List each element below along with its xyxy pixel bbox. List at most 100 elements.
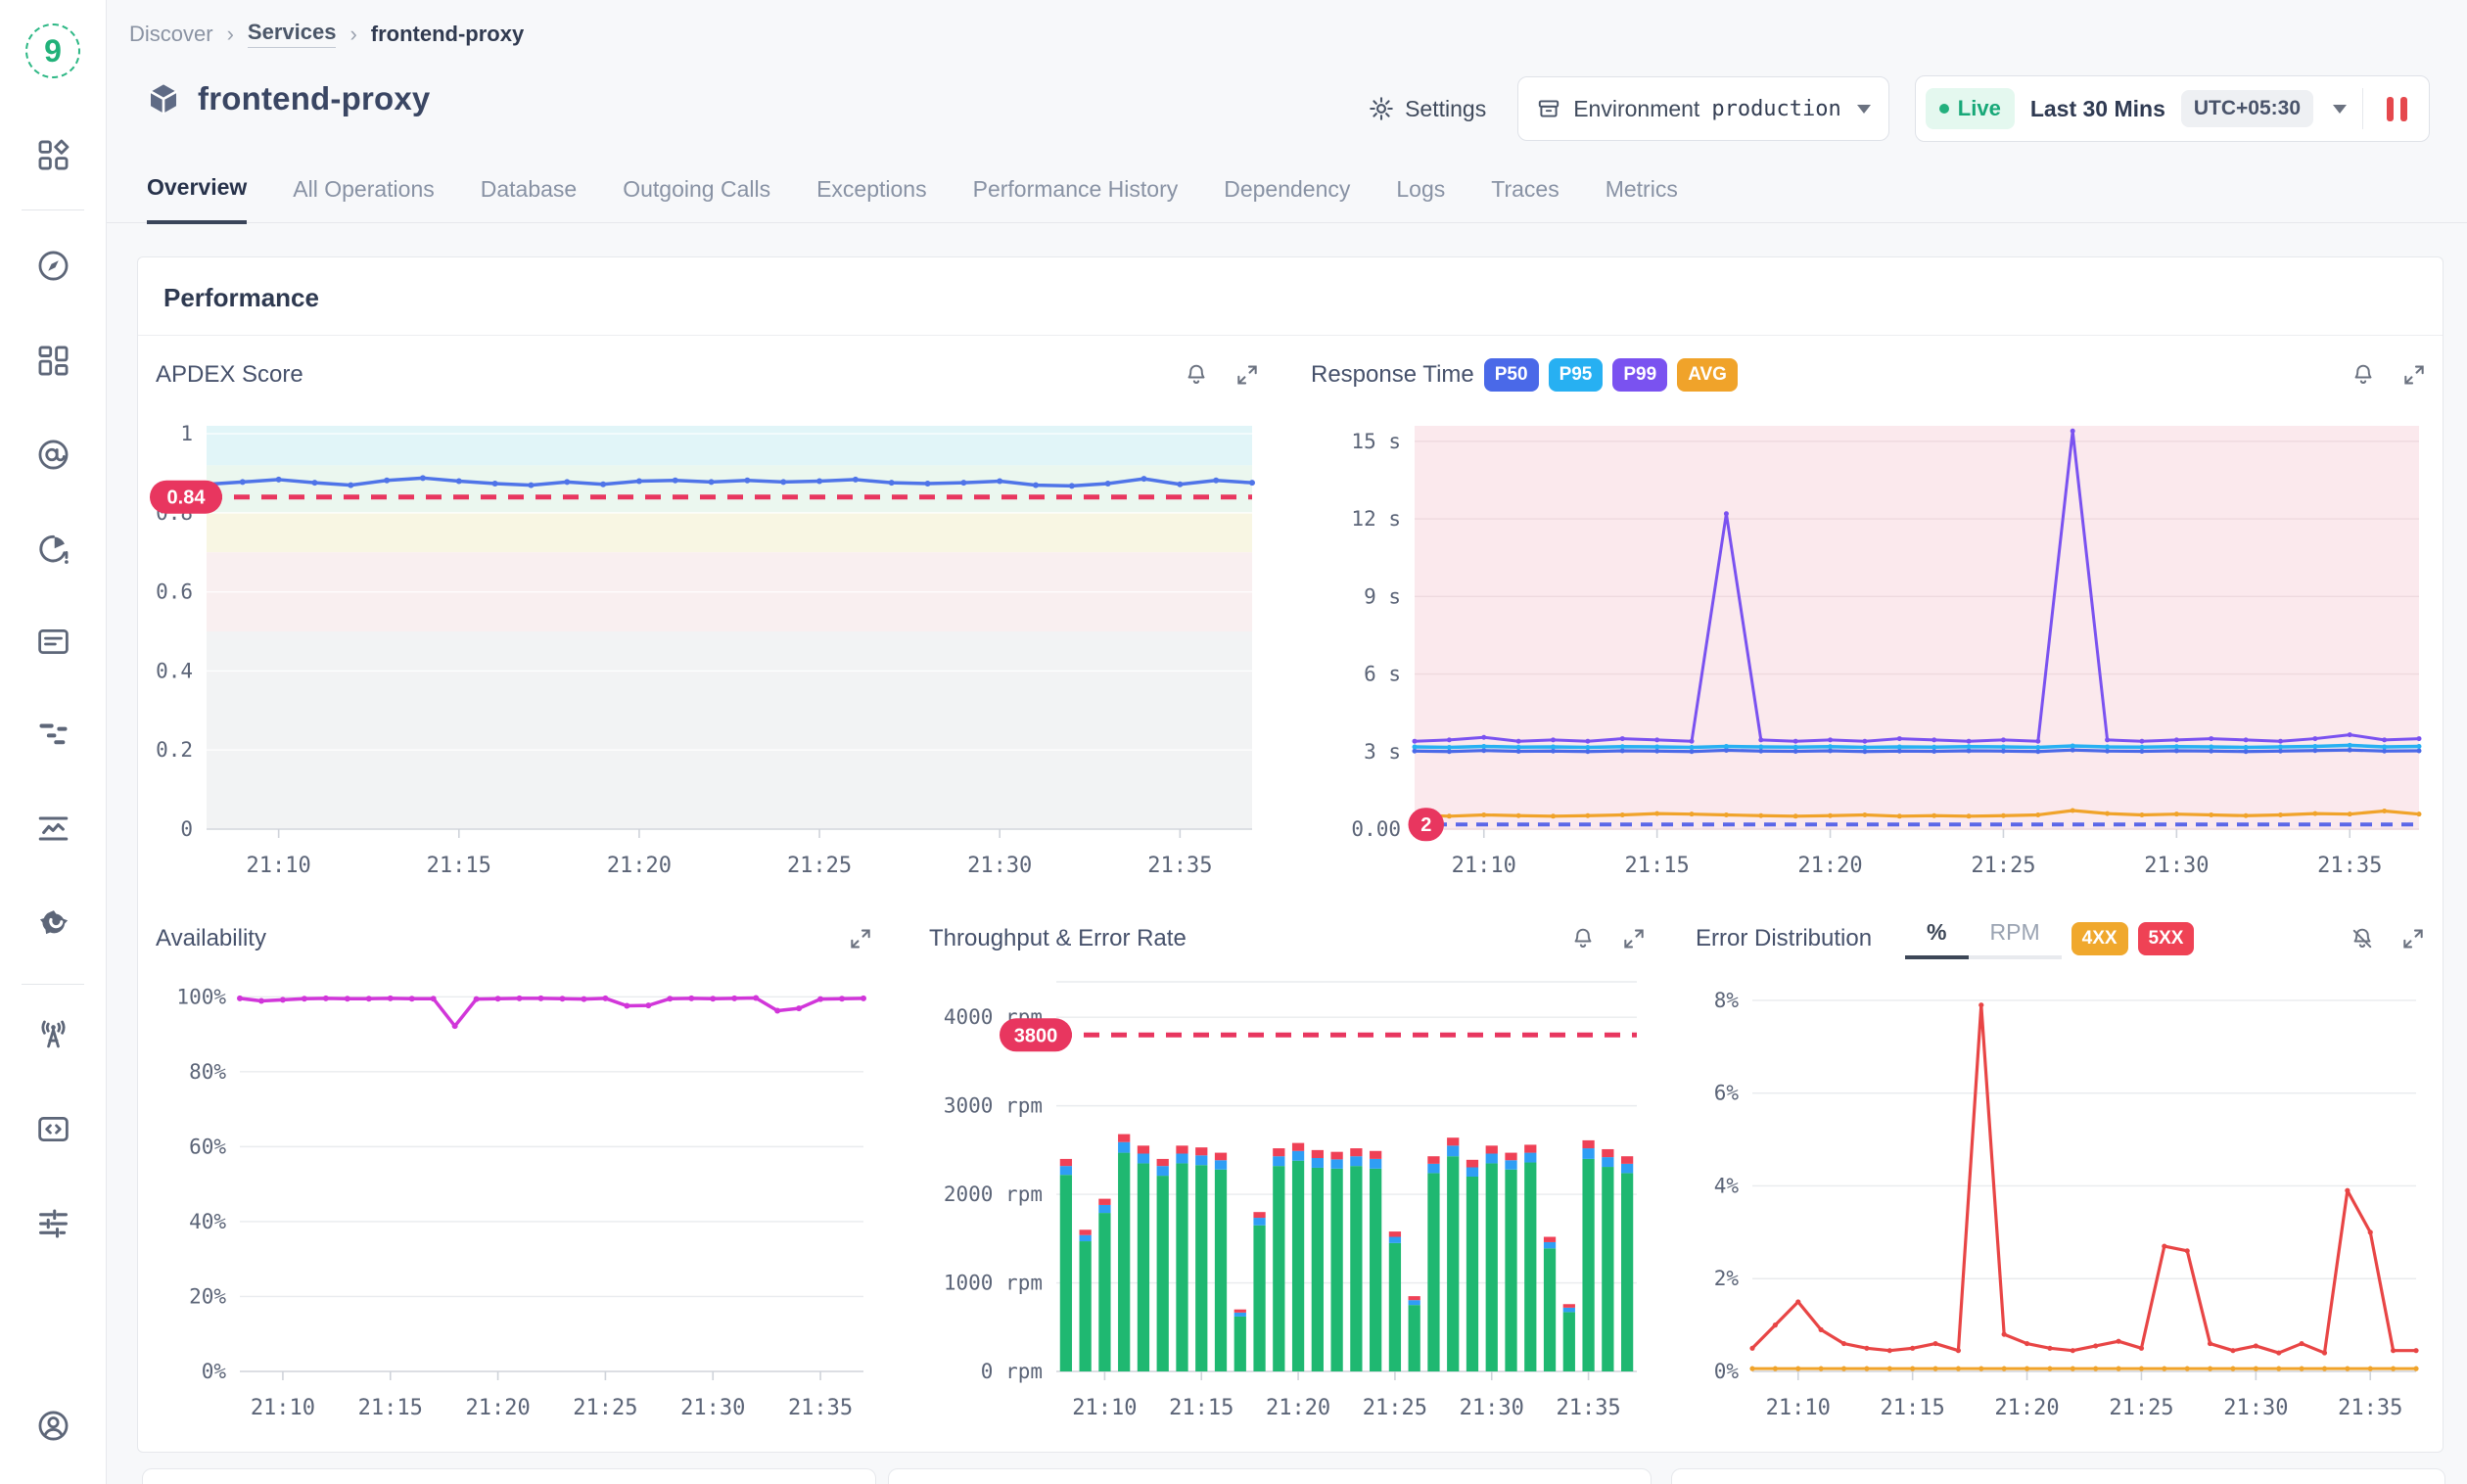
svg-text:21:10: 21:10 bbox=[247, 854, 311, 878]
response-time-chart: 15 s12 s9 s6 s3 s0.0021:1021:1521:2021:2… bbox=[1305, 400, 2433, 890]
svg-text:20%: 20% bbox=[189, 1284, 226, 1308]
error-distribution-chart: 8%6%4%2%0%21:1021:1521:2021:2521:3021:35 bbox=[1690, 964, 2432, 1434]
svg-text:21:30: 21:30 bbox=[680, 1396, 745, 1420]
alert-bell-icon[interactable] bbox=[1184, 362, 1209, 388]
tab-performance-history[interactable]: Performance History bbox=[973, 176, 1179, 222]
svg-text:21:20: 21:20 bbox=[1266, 1396, 1330, 1420]
charts-grid: APDEX Score 10.80.60.40.2021:1021:1521:2… bbox=[138, 336, 2443, 1442]
expand-icon[interactable] bbox=[1234, 362, 1260, 388]
usage-alert-icon[interactable] bbox=[0, 531, 106, 567]
alert-bell-icon[interactable] bbox=[1570, 926, 1596, 951]
traces-scatter-icon[interactable] bbox=[0, 717, 106, 753]
response-time-panel: Response Time P50 P95 P99 AVG bbox=[1305, 349, 2433, 894]
bell-muted-icon[interactable] bbox=[2350, 926, 2375, 951]
svg-text:0.4: 0.4 bbox=[156, 659, 193, 682]
tab-exceptions[interactable]: Exceptions bbox=[816, 176, 927, 222]
performance-card: Performance APDEX Score bbox=[137, 256, 2444, 1453]
svg-text:0.2: 0.2 bbox=[156, 738, 193, 762]
tab-outgoing-calls[interactable]: Outgoing Calls bbox=[623, 176, 770, 222]
svg-text:21:25: 21:25 bbox=[2109, 1396, 2173, 1420]
svg-text:0.6: 0.6 bbox=[156, 580, 193, 604]
integrations-code-icon[interactable] bbox=[0, 1111, 106, 1147]
live-badge[interactable]: Live bbox=[1926, 88, 2015, 129]
svg-text:21:35: 21:35 bbox=[788, 1396, 853, 1420]
svg-text:40%: 40% bbox=[189, 1210, 226, 1233]
service-map-icon[interactable] bbox=[0, 437, 106, 473]
throughput-title: Throughput & Error Rate bbox=[929, 925, 1187, 952]
svg-text:0.00: 0.00 bbox=[1351, 817, 1401, 841]
dashboards-icon[interactable] bbox=[0, 343, 106, 379]
error-distribution-title: Error Distribution bbox=[1696, 925, 1872, 952]
svg-text:9 s: 9 s bbox=[1364, 584, 1401, 608]
header-controls: Settings Environment production Live Las… bbox=[1362, 76, 2430, 141]
chevron-down-icon[interactable] bbox=[2333, 105, 2347, 114]
apdex-panel: APDEX Score 10.80.60.40.2021:1021:1521:2… bbox=[150, 349, 1266, 894]
home-grid-icon[interactable] bbox=[0, 137, 106, 173]
svg-text:21:30: 21:30 bbox=[1460, 1396, 1524, 1420]
tab-traces[interactable]: Traces bbox=[1491, 176, 1559, 222]
expand-icon[interactable] bbox=[2401, 362, 2427, 388]
svg-text:80%: 80% bbox=[189, 1060, 226, 1084]
section-title: Performance bbox=[138, 257, 2443, 336]
error-distribution-panel: Error Distribution % RPM 4XX 5XX bbox=[1690, 913, 2432, 1438]
expand-icon[interactable] bbox=[2400, 926, 2426, 951]
p99-badge[interactable]: P99 bbox=[1612, 358, 1667, 392]
page-title: frontend-proxy bbox=[198, 80, 430, 117]
chevron-right-icon: › bbox=[227, 22, 234, 47]
breadcrumb-services[interactable]: Services bbox=[248, 20, 337, 48]
account-icon[interactable] bbox=[0, 1408, 106, 1444]
svg-text:21:20: 21:20 bbox=[607, 854, 672, 878]
svg-text:3000 rpm: 3000 rpm bbox=[944, 1094, 1043, 1118]
timezone-chip[interactable]: UTC+05:30 bbox=[2181, 90, 2313, 127]
breadcrumb-discover[interactable]: Discover bbox=[129, 22, 213, 47]
pipelines-sliders-icon[interactable] bbox=[0, 1204, 106, 1240]
next-row-card bbox=[1671, 1468, 2445, 1484]
app-logo[interactable]: 9 bbox=[25, 23, 80, 78]
main-area: Discover › Services › frontend-proxy fro… bbox=[106, 0, 2467, 1484]
sidebar: 9 bbox=[0, 0, 107, 1484]
svg-text:21:25: 21:25 bbox=[1971, 854, 2035, 878]
svg-text:21:35: 21:35 bbox=[1556, 1396, 1620, 1420]
svg-text:21:15: 21:15 bbox=[427, 854, 491, 878]
chevron-right-icon: › bbox=[349, 22, 356, 47]
svg-text:6%: 6% bbox=[1714, 1082, 1740, 1105]
tab-all-operations[interactable]: All Operations bbox=[293, 176, 434, 222]
compass-icon[interactable] bbox=[0, 248, 106, 284]
tab-logs[interactable]: Logs bbox=[1396, 176, 1445, 222]
pause-button[interactable] bbox=[2379, 97, 2415, 121]
billing-card-icon[interactable] bbox=[0, 624, 106, 660]
toggle-percent[interactable]: % bbox=[1905, 919, 1968, 959]
svg-text:100%: 100% bbox=[176, 985, 226, 1008]
settings-button[interactable]: Settings bbox=[1362, 94, 1492, 123]
svg-text:21:10: 21:10 bbox=[1072, 1396, 1137, 1420]
sidebar-divider bbox=[22, 984, 84, 985]
svg-text:21:35: 21:35 bbox=[2317, 854, 2382, 878]
apm-service-page: 9 bbox=[0, 0, 2467, 1484]
expand-icon[interactable] bbox=[848, 926, 873, 951]
expand-icon[interactable] bbox=[1621, 926, 1647, 951]
badge-5xx[interactable]: 5XX bbox=[2138, 922, 2195, 955]
svg-text:15 s: 15 s bbox=[1351, 430, 1401, 453]
tab-database[interactable]: Database bbox=[481, 176, 577, 222]
p95-badge[interactable]: P95 bbox=[1549, 358, 1604, 392]
metrics-chart-icon[interactable] bbox=[0, 811, 106, 847]
tab-overview[interactable]: Overview bbox=[147, 174, 247, 224]
tab-dependency[interactable]: Dependency bbox=[1224, 176, 1350, 222]
avg-badge[interactable]: AVG bbox=[1677, 358, 1738, 392]
svg-text:21:25: 21:25 bbox=[787, 854, 852, 878]
svg-text:21:15: 21:15 bbox=[1169, 1396, 1234, 1420]
grafana-icon[interactable] bbox=[0, 904, 106, 941]
svg-text:21:10: 21:10 bbox=[1452, 854, 1516, 878]
toggle-rpm[interactable]: RPM bbox=[1969, 919, 2062, 959]
svg-text:2: 2 bbox=[1420, 814, 1431, 836]
alert-bell-icon[interactable] bbox=[2351, 362, 2376, 388]
time-range-label[interactable]: Last 30 Mins bbox=[2030, 96, 2165, 122]
badge-4xx[interactable]: 4XX bbox=[2071, 922, 2128, 955]
environment-select[interactable]: Environment production bbox=[1517, 76, 1889, 141]
svg-text:21:30: 21:30 bbox=[2144, 854, 2209, 878]
broadcast-icon[interactable] bbox=[0, 1017, 106, 1053]
live-dot-icon bbox=[1939, 104, 1949, 114]
response-time-title: Response Time bbox=[1311, 361, 1474, 389]
p50-badge[interactable]: P50 bbox=[1484, 358, 1539, 392]
tab-metrics[interactable]: Metrics bbox=[1606, 176, 1678, 222]
